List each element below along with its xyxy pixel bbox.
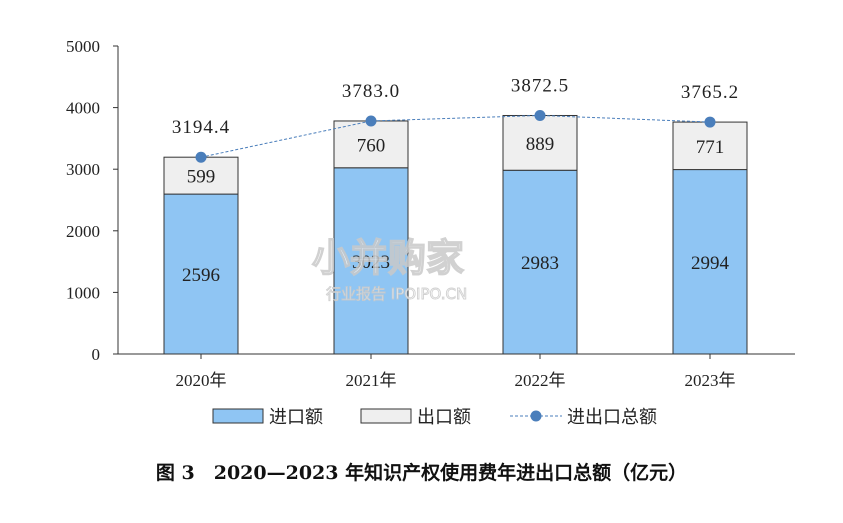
bars: [163, 114, 748, 355]
bar-export: [333, 120, 409, 169]
watermark-subtext: 行业报告 IPOIPO.CN: [326, 285, 467, 303]
bar-import: [672, 169, 748, 355]
y-tick-label: 4000: [66, 99, 100, 118]
total-point: [195, 151, 207, 163]
import-value-label: 2983: [521, 253, 559, 274]
bar-import: [502, 169, 578, 355]
total-value-label: 3194.4: [172, 117, 230, 138]
import-value-label: 3023: [352, 252, 390, 273]
bar-export: [163, 156, 239, 195]
import-value-label: 2994: [691, 253, 730, 274]
total-line-path: [200, 114, 711, 158]
total-point: [534, 109, 546, 121]
total-point: [365, 115, 377, 127]
data-labels: 2596 599 3023 760 2983 889 2994 771 3194.4 3783.0…: [172, 75, 739, 286]
legend: 进口额 出口额 进出口总额: [212, 407, 657, 428]
import-value-label: 2596: [182, 265, 220, 286]
export-value-label: 599: [187, 167, 216, 188]
bar-export: [672, 121, 748, 171]
bar-import: [333, 167, 409, 355]
y-tick-label: 1000: [66, 283, 100, 302]
x-tick-label: 2020年: [176, 371, 227, 390]
chart-caption: 图 3 2020—2023 年知识产权使用费年进出口总额（亿元）: [155, 462, 688, 484]
x-tick-label: 2023年: [685, 371, 736, 390]
y-tick-label: 5000: [66, 37, 100, 56]
export-value-label: 771: [696, 137, 725, 158]
total-value-label: 3765.2: [681, 82, 739, 103]
y-tick-label: 3000: [66, 160, 100, 179]
y-tick-label: 2000: [66, 222, 100, 241]
bar-export: [502, 114, 578, 171]
legend-marker-total: [530, 410, 542, 422]
export-value-label: 760: [357, 135, 386, 156]
total-value-label: 3872.5: [511, 75, 569, 96]
axes: 0 1000 2000 3000 4000 5000 2020年 2021年 2022年 2023…: [66, 37, 795, 390]
export-value-label: 889: [526, 134, 555, 155]
total-line: [195, 109, 716, 163]
x-tick-label: 2022年: [515, 371, 566, 390]
legend-swatch-export: [360, 408, 412, 424]
legend-swatch-import: [212, 408, 264, 424]
legend-label-total: 进出口总额: [567, 407, 657, 428]
legend-label-export: 出口额: [417, 407, 471, 428]
total-value-label: 3783.0: [342, 81, 400, 102]
y-tick-label: 0: [92, 345, 101, 364]
bar-import: [163, 193, 239, 355]
total-point: [704, 116, 716, 128]
watermark-text: 小并购家: [312, 236, 464, 280]
legend-label-import: 进口额: [269, 407, 323, 428]
x-tick-label: 2021年: [346, 371, 397, 390]
watermark: 小并购家 行业报告 IPOIPO.CN: [311, 235, 467, 303]
